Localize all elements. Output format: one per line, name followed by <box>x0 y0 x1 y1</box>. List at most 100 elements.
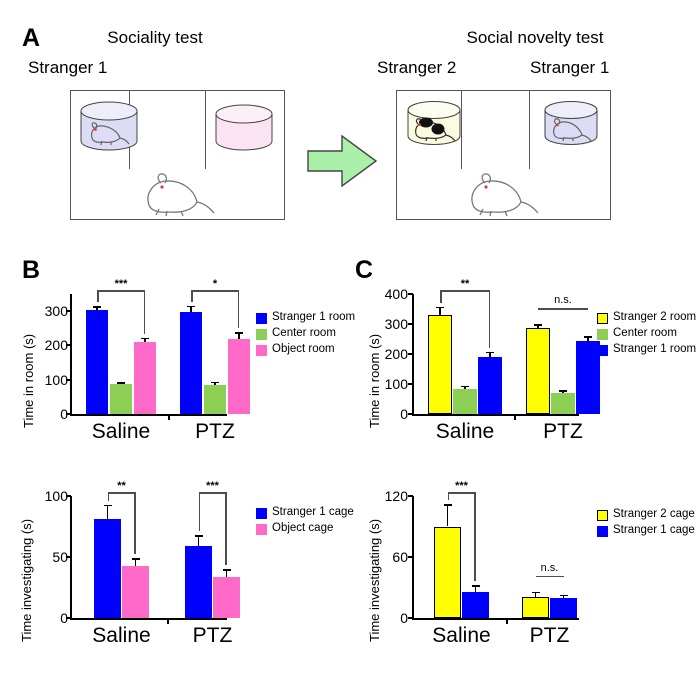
error-bar <box>489 351 491 358</box>
panel-letter-a: A <box>22 24 41 52</box>
error-bar <box>134 558 137 566</box>
chart-b-time-investigating: Time investigating (s) 0 50 100 Saline ** PTZ… <box>0 480 250 660</box>
error-bar <box>446 504 449 527</box>
significance-tick <box>107 492 109 501</box>
error-bar <box>464 385 466 390</box>
significance-tick <box>447 492 449 501</box>
bar <box>434 526 461 618</box>
error-bar-cap <box>117 382 125 384</box>
significance-tick <box>97 290 99 302</box>
significance-tick <box>237 290 239 329</box>
y-tick-label: 200 <box>44 337 68 354</box>
y-tick-label: 300 <box>384 316 408 332</box>
error-bar-cap <box>93 306 101 308</box>
error-bar-cap <box>559 390 567 392</box>
error-bar-cap <box>486 351 494 354</box>
error-bar <box>106 504 109 520</box>
novelty-arena-divider-right <box>529 91 530 169</box>
y-tick <box>408 556 413 558</box>
x-tick-label: Saline <box>91 420 151 443</box>
x-axis <box>412 618 579 620</box>
error-bar-cap <box>436 306 444 309</box>
stranger2-cage <box>405 98 463 159</box>
legend-label: Object room <box>272 343 335 356</box>
x-tick <box>168 416 170 420</box>
significance-line <box>535 575 564 578</box>
y-tick <box>408 293 413 295</box>
legend-swatch-icon <box>256 344 267 356</box>
error-bar <box>238 332 240 339</box>
bar <box>122 565 149 618</box>
significance-line <box>538 308 588 310</box>
chart-c-time-in-room: Time in room (s) 0 100 200 300 400 Saline ** PT… <box>340 278 600 450</box>
chart-c-time-investigating: Time investigating (s) 0 60 120 Saline *** PT… <box>340 480 600 660</box>
legend-b-bottom: Stranger 1 cage Object cage <box>256 506 354 538</box>
y-tick-label: 300 <box>44 303 68 320</box>
bar <box>462 591 489 618</box>
bar <box>428 315 452 414</box>
x-tick <box>505 620 508 624</box>
legend-label: Stranger 2 cage <box>613 508 695 521</box>
error-bar <box>214 381 216 386</box>
panel-letter-b: B <box>22 256 41 284</box>
x-tick-label: Saline <box>435 420 495 443</box>
y-tick-label: 400 <box>384 286 408 302</box>
green-arrow-icon <box>306 132 378 195</box>
y-tick <box>66 495 71 497</box>
x-tick-label: Saline <box>432 624 491 647</box>
significance-tick <box>198 492 200 532</box>
legend-item: Center room <box>256 327 355 341</box>
significance-line <box>447 492 476 494</box>
significance-ns-label: n.s. <box>540 561 559 574</box>
significance-stars: ** <box>117 480 126 492</box>
panel-letter-c: C <box>355 256 374 284</box>
y-axis <box>412 496 414 619</box>
error-bar-cap <box>235 332 243 334</box>
legend-item: Object room <box>256 343 355 357</box>
y-tick-label: 200 <box>384 346 408 362</box>
significance-stars: *** <box>114 278 128 290</box>
bar <box>453 389 477 414</box>
error-bar-cap <box>141 337 149 340</box>
legend-label: Center room <box>272 327 336 340</box>
error-bar-cap <box>584 336 592 338</box>
y-tick <box>408 495 413 497</box>
legend-label: Stranger 1 room <box>613 343 697 356</box>
bar <box>110 384 132 414</box>
legend-item: Center room <box>597 327 696 341</box>
stranger1-cage-right <box>542 98 600 159</box>
y-axis <box>70 294 72 415</box>
bar <box>86 310 108 414</box>
significance-line <box>107 492 136 494</box>
legend-item: Object cage <box>256 522 354 536</box>
error-bar <box>96 306 98 311</box>
object-cage-right <box>213 101 275 164</box>
error-bar-cap <box>559 594 568 597</box>
bar <box>94 519 121 618</box>
x-tick <box>514 416 516 420</box>
error-bar-cap <box>222 569 231 571</box>
bar <box>478 357 502 414</box>
y-tick <box>408 353 413 355</box>
significance-stars: ** <box>460 278 470 290</box>
y-axis <box>70 496 72 619</box>
legend-label: Center room <box>613 327 677 340</box>
y-tick <box>66 413 71 415</box>
x-tick-label: PTZ <box>529 624 570 647</box>
error-bar <box>562 594 565 598</box>
novelty-stranger1-label: Stranger 1 <box>530 58 610 77</box>
error-bar <box>439 306 441 315</box>
bar <box>180 312 202 414</box>
significance-tick <box>474 492 476 582</box>
chart-b-time-in-room: Time in room (s) 0 100 200 300 Saline *** PTZ * <box>0 278 250 450</box>
bar <box>213 576 240 618</box>
x-axis <box>70 618 227 620</box>
bar <box>228 338 250 414</box>
x-tick <box>167 620 169 624</box>
y-tick <box>408 383 413 385</box>
x-axis <box>412 414 579 416</box>
y-axis <box>412 294 414 415</box>
error-bar <box>190 305 192 313</box>
y-tick <box>66 344 71 347</box>
significance-stars: * <box>212 278 218 290</box>
